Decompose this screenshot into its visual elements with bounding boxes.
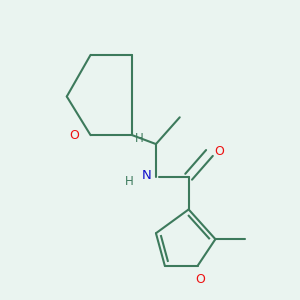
Text: O: O xyxy=(196,273,206,286)
Text: H: H xyxy=(135,132,144,145)
Text: O: O xyxy=(214,145,224,158)
Text: H: H xyxy=(125,175,134,188)
Text: O: O xyxy=(69,129,79,142)
Text: N: N xyxy=(142,169,152,182)
